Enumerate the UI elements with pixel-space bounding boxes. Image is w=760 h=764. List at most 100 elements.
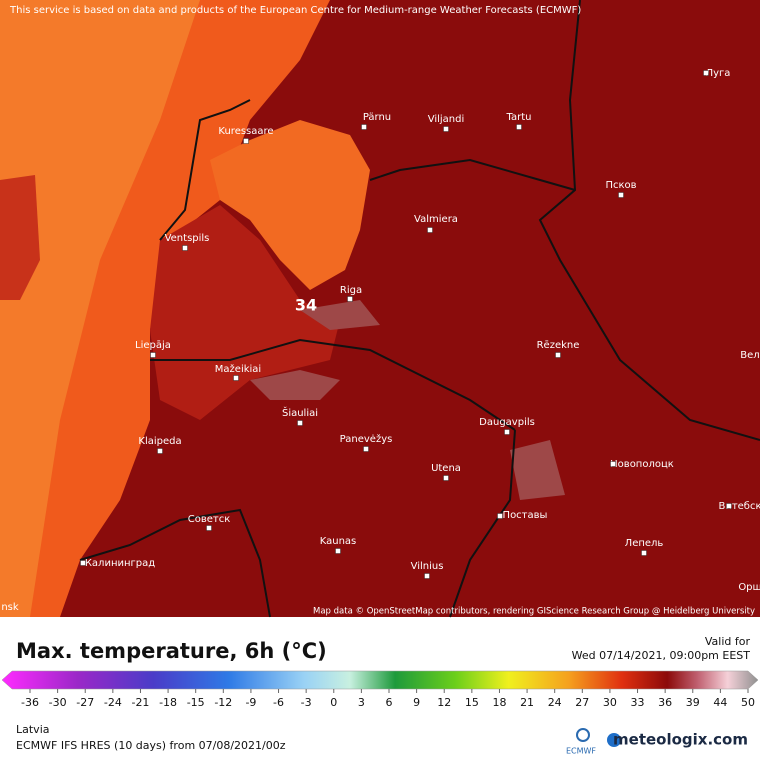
colorbar-tick-label: -9 [245,696,256,709]
city-dot [361,124,367,130]
city-label: Liepāja [135,340,171,351]
gulf [210,120,370,290]
colorbar-tick-label: 6 [386,696,393,709]
attribution-top: This service is based on data and produc… [9,5,581,16]
ecmwf-icon [576,728,590,742]
colorbar-tick-label: 44 [713,696,727,709]
city-label: Klaipeda [138,436,181,447]
city-dot [504,429,510,435]
city-dot [297,420,303,426]
city-dot [233,375,239,381]
city-label: Kaunas [320,536,357,547]
colorbar-tick-label: -30 [49,696,67,709]
colorbar-tick-label: 30 [603,696,617,709]
city-label: Valmiera [414,214,458,225]
city-label: Kuressaare [218,126,273,137]
city-dot [427,227,433,233]
colorbar-tick-label: -15 [187,696,205,709]
colorbar-tick-label: 50 [741,696,755,709]
city-label: Riga [340,285,362,296]
colorbar-tick-label: -3 [301,696,312,709]
city-dot [443,126,449,132]
city-dot [206,525,212,531]
attribution-bottom: Map data © OpenStreetMap contributors, r… [313,607,755,617]
city-label: Витебск [718,501,760,512]
colorbar-tick-label: -21 [131,696,149,709]
island [0,175,40,300]
borders [79,0,760,618]
colorbar-tick-label: -27 [76,696,94,709]
colorbar-tick-label: 12 [437,696,451,709]
city-dot [641,550,647,556]
city-dot [555,352,561,358]
city-label: Daugavpils [479,417,535,428]
colorbar-tick-label: -12 [214,696,232,709]
region: Latvia [16,723,50,736]
city-dot [150,352,156,358]
city-dot [497,513,503,519]
colorbar-ticks: -36 -30 -27 -24 -21 -18 -15 -12 -9 -6 -3 0 3 6 9 12 15 18… [21,689,755,709]
colorbar [1,670,759,690]
hot-zone [250,300,565,500]
colorbar-tick-label: 18 [492,696,506,709]
city-dot [182,245,188,251]
city-label: Panevėžys [340,433,393,445]
model: ECMWF IFS HRES (10 days) from 07/08/2021… [16,739,286,752]
colorbar-tick-label: -18 [159,696,177,709]
city-dot [363,446,369,452]
city-label: Ventspils [165,233,210,244]
city-label: Советск [188,514,231,525]
city-label: Šiauliai [282,406,318,419]
colorbar-tick-label: 15 [465,696,479,709]
city-dot [516,124,522,130]
colorbar-tick-label: 27 [575,696,589,709]
colorbar-tick-label: 36 [658,696,672,709]
city-dot [610,461,616,467]
ecmwf-logo: ECMWF [566,747,596,756]
title: Max. temperature, 6h (°C) [16,639,327,663]
city-label: Поставы [503,510,548,521]
city-label: Viljandi [428,114,465,125]
valid-label: Valid for [705,635,751,648]
cities: Kuressaare Pärnu Viljandi Tartu Луга Псков Val… [1,68,760,613]
colorbar-tick-label: 39 [686,696,700,709]
city-dot [443,475,449,481]
city-label: Tartu [506,112,532,123]
city-label: Новополоцк [610,459,674,470]
brand: meteologix.com [613,731,748,749]
city-dot [80,560,86,566]
city-label: Вел [740,350,759,361]
city-dot [347,296,353,302]
colorbar-tick-label: 9 [413,696,420,709]
city-label: nsk [1,602,19,613]
brand-icon [607,733,621,747]
contour-label: 34 [295,296,317,315]
sea-warm [0,0,200,617]
city-dot [726,503,732,509]
city-dot [618,192,624,198]
colorbar-tick-label: -24 [104,696,122,709]
colorbar-tick-label: -36 [21,696,39,709]
city-label: Лепель [625,538,664,549]
colorbar-tick-label: 3 [358,696,365,709]
city-label: Псков [605,180,636,191]
city-label: Vilnius [411,561,444,572]
colorbar-tick-label: 33 [631,696,645,709]
city-dot [424,573,430,579]
city-label: Луга [706,68,731,79]
colorbar-tick-label: 24 [548,696,562,709]
map [0,0,760,618]
valid-time: Wed 07/14/2021, 09:00pm EEST [572,649,751,662]
city-dot [703,70,709,76]
city-label: Utena [431,463,461,474]
city-label: Орш [738,582,760,593]
city-label: Mažeikiai [215,363,261,375]
colorbar-tick-label: 0 [330,696,337,709]
colorbar-tick-label: 21 [520,696,534,709]
city-dot [157,448,163,454]
city-dot [243,138,249,144]
city-dot [335,548,341,554]
city-label: Pärnu [363,112,391,123]
city-label: Rēzekne [537,340,580,351]
